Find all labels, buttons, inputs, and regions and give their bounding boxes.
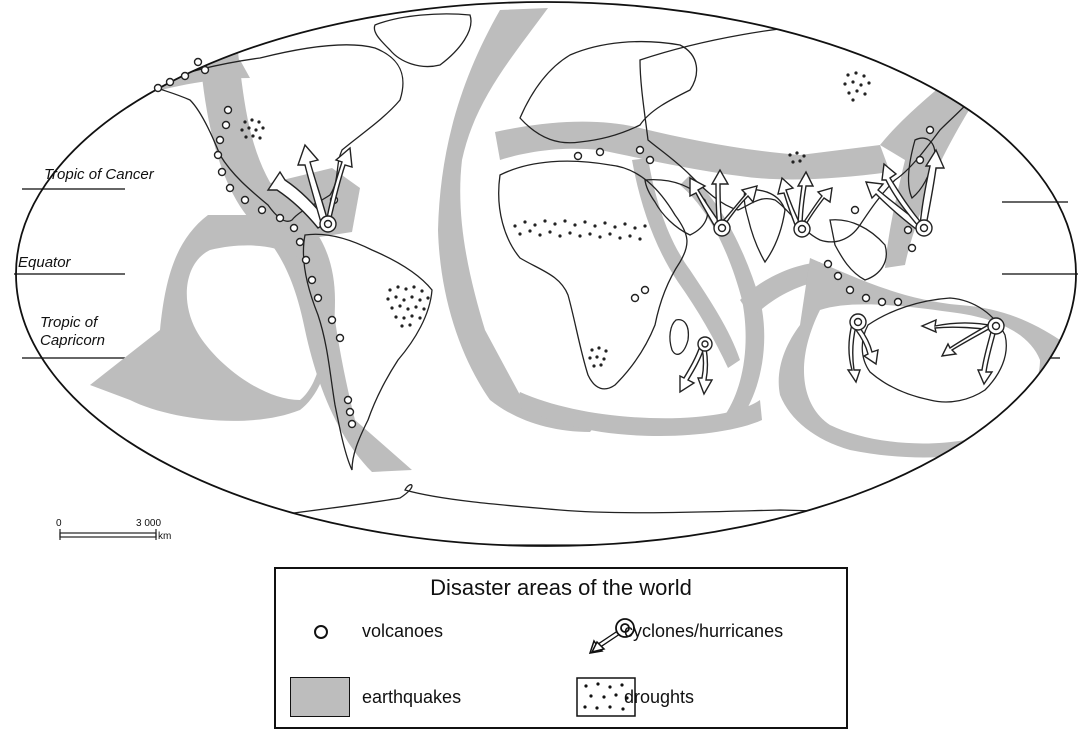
legend-label-volcanoes: volcanoes [362,621,444,641]
volcano-marker [907,243,917,253]
volcano-marker [915,155,925,165]
madagascar-outline [669,319,690,355]
cyclone-track-nw-australia [846,313,879,384]
volcano-marker [225,183,235,193]
cyclone-track-west-pacific [864,148,946,237]
volcano-marker [861,293,871,303]
europe-outline [519,40,698,144]
volcano-marker [257,205,267,215]
volcano-marker [345,407,355,417]
volcano-marker [275,213,285,223]
globe-outline [15,1,1077,547]
continents [148,13,1061,546]
arabia-outline [644,179,709,236]
volcano-marker [301,255,311,265]
cyclone-track-caribbean [266,143,353,233]
cyclone-track-madagascar [679,336,714,396]
volcano-marker [213,150,223,160]
volcano-marker [289,223,299,233]
scale-zero-label: 0 [56,518,62,529]
earthquake-zone-mediterranean-himalaya [495,121,890,180]
volcano-marker [877,297,887,307]
volcano-marker [165,77,175,87]
volcano-marker [845,285,855,295]
southeast-asia-outline [829,219,887,281]
legend: Disaster areas of the world volcanoes cy… [274,567,848,729]
scale-bar [59,529,157,540]
drought-area-sahel [513,219,647,241]
volcano-marker [313,293,323,303]
drought-areas [240,71,871,368]
tropic-of-cancer-label: Tropic of Cancer [44,166,154,183]
legend-label-cyclones: cyclones/hurricanes [624,621,784,641]
volcano-marker [630,293,640,303]
legend-label-earthquakes: earthquakes [362,687,462,707]
drought-area-southern-africa [588,346,608,368]
volcano-marker [640,285,650,295]
cyclone-track-arabian-sea [689,168,758,237]
volcano-marker [645,155,655,165]
cyclone-tracks [266,143,1005,396]
earthquake-zone-pacific-ring [90,215,335,421]
earthquake-zone-east-africa [632,158,740,368]
volcano-marker [347,419,357,429]
volcano-marker [295,237,305,247]
world-map [14,1,1078,547]
volcano-marker [903,225,913,235]
drought-area-central-asia [843,71,871,102]
tropic-of-capricorn-label-1: Tropic of [40,314,98,331]
volcano-marker [595,147,605,157]
cyclone-track-bay-of-bengal [777,170,833,238]
volcano-marker [925,125,935,135]
equator-label: Equator [18,254,71,271]
volcano-legend-icon [314,625,328,639]
volcano-marker [833,271,843,281]
volcano-marker [327,315,337,325]
greenland-outline [373,13,472,68]
scale-value-label: 3 000 [136,518,162,529]
cyclone-legend-icon [588,618,635,654]
earthquake-zone-indian-ridge [740,262,825,318]
legend-title: Disaster areas of the world [430,575,692,600]
earthquake-zone-atlantic-ridge [438,8,600,432]
africa-outline [498,160,688,390]
volcano-marker [635,145,645,155]
drought-area-india [788,151,806,164]
new-zealand-outline [1034,379,1050,405]
volcano-marker [850,205,860,215]
volcano-marker [223,105,233,115]
volcano-marker [893,297,903,307]
volcano-marker [573,151,583,161]
volcano-marker [343,395,353,405]
volcano-marker [193,57,203,67]
volcanoes [153,57,935,429]
earthquake-legend-swatch [290,677,350,717]
japan-outline [907,137,936,200]
scale-unit-label: km [158,531,172,542]
volcano-marker [180,71,190,81]
volcano-marker [221,120,231,130]
australia-outline [861,297,1007,403]
drought-legend-swatch [576,677,636,717]
volcano-marker [215,135,225,145]
cyclone-track-ne-australia [920,317,1005,386]
drought-area-south-america [386,285,430,328]
volcano-marker [240,195,250,205]
volcano-marker [307,275,317,285]
scale-bar-line [59,532,157,538]
south-america-outline [302,233,433,471]
earthquake-zone-southern-africa-ocean [515,392,762,436]
tropic-of-capricorn-label-2: Capricorn [40,332,106,349]
volcano-marker [200,65,210,75]
volcano-marker [335,333,345,343]
india-outline [743,189,786,264]
volcano-marker [153,83,163,93]
legend-label-droughts: droughts [624,687,695,707]
volcano-marker [217,167,227,177]
antarctica-outline [197,484,1061,546]
volcano-marker [823,259,833,269]
drought-area-north-america [240,118,265,140]
